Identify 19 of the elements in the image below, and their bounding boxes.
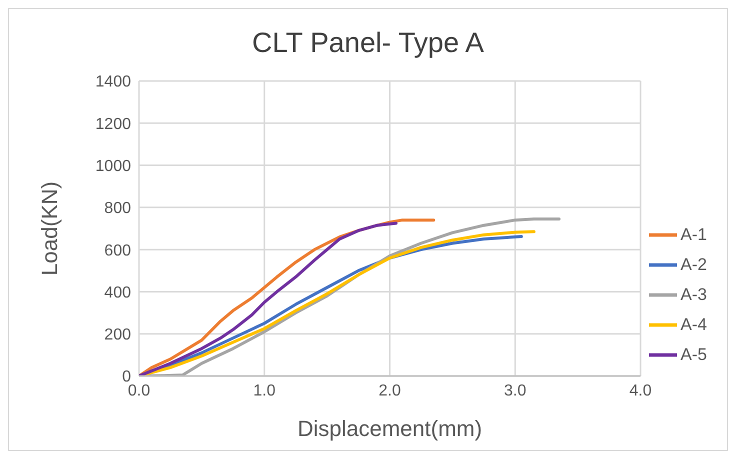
legend-label: A-1 xyxy=(680,224,707,244)
y-tick-label: 400 xyxy=(104,284,132,302)
y-tick-label: 800 xyxy=(104,200,132,218)
legend-label: A-5 xyxy=(680,344,707,364)
y-tick-label: 1200 xyxy=(95,116,132,133)
y-tick-label: 200 xyxy=(104,326,132,344)
chart-title: CLT Panel- Type A xyxy=(251,27,485,59)
legend-label: A-4 xyxy=(680,314,707,334)
x-tick-label: 2.0 xyxy=(378,382,401,400)
x-tick-label: 1.0 xyxy=(253,382,276,400)
y-tick-label: 1400 xyxy=(95,74,132,91)
x-tick-label: 3.0 xyxy=(504,382,526,400)
x-axis-title: Displacement(mm) xyxy=(297,416,482,441)
legend-label: A-2 xyxy=(680,254,707,274)
legend-label: A-3 xyxy=(680,284,707,304)
y-tick-label: 1000 xyxy=(95,158,132,175)
x-tick-label: 4.0 xyxy=(629,382,652,400)
y-axis-title: Load(KN) xyxy=(36,181,62,276)
y-tick-label: 600 xyxy=(104,242,132,260)
